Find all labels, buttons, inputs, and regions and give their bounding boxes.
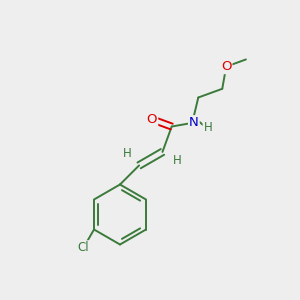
Text: O: O: [147, 113, 157, 126]
Text: H: H: [172, 154, 181, 167]
Text: H: H: [123, 147, 132, 160]
Text: O: O: [221, 60, 231, 73]
Text: Cl: Cl: [78, 241, 89, 254]
Text: N: N: [189, 116, 199, 129]
Text: H: H: [204, 121, 212, 134]
